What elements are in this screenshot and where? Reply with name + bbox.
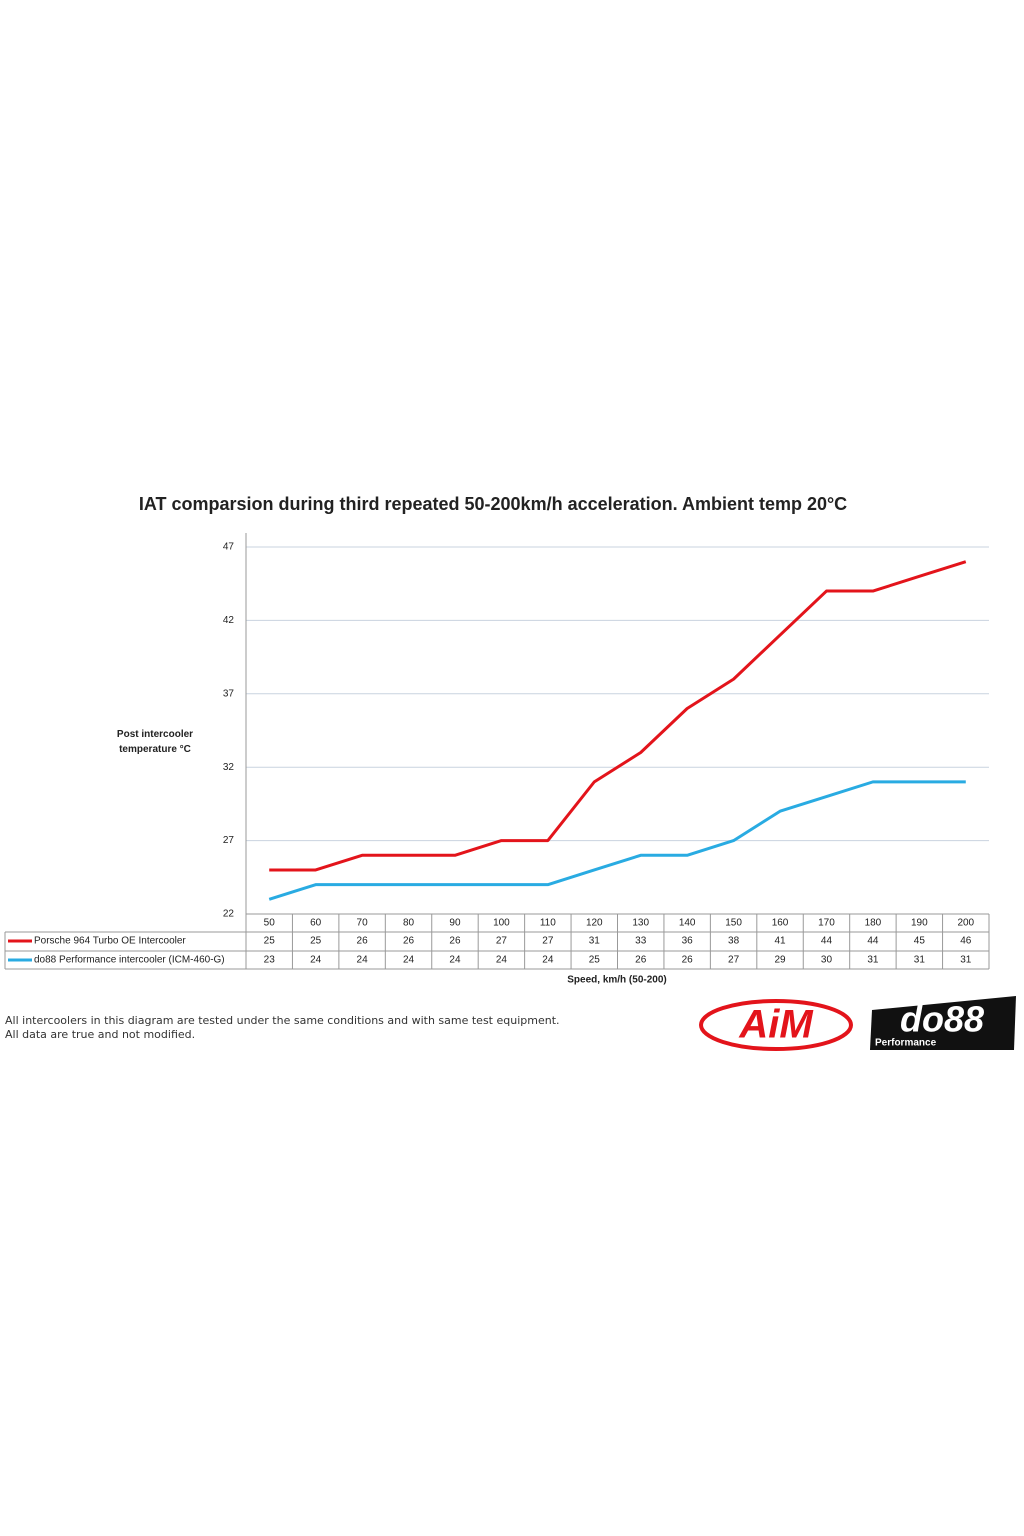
x-tick-label: 70 [357, 918, 369, 929]
x-tick-label: 90 [449, 918, 461, 929]
do88-logo: do88 Performance [870, 996, 1016, 1050]
table-value: 26 [357, 936, 369, 947]
x-tick-label: 200 [957, 918, 974, 929]
x-axis-label: Speed, km/h (50-200) [567, 975, 666, 986]
footer-note: All intercoolers in this diagram are tes… [5, 1014, 560, 1027]
table-value: 31 [589, 936, 601, 947]
legend-label: do88 Performance intercooler (ICM-460-G) [34, 955, 225, 966]
table-value: 24 [310, 955, 322, 966]
table-value: 25 [310, 936, 322, 947]
table-value: 31 [914, 955, 926, 966]
x-tick-label: 140 [679, 918, 696, 929]
table-value: 25 [264, 936, 276, 947]
x-tick-label: 150 [725, 918, 742, 929]
chart-title: IAT comparsion during third repeated 50-… [139, 494, 847, 514]
x-tick-label: 80 [403, 918, 415, 929]
table-value: 31 [867, 955, 879, 966]
y-tick-label: 27 [223, 835, 235, 846]
footer-note: All data are true and not modified. [5, 1028, 196, 1041]
table-value: 30 [821, 955, 833, 966]
table-value: 33 [635, 936, 647, 947]
table-value: 44 [821, 936, 833, 947]
x-tick-label: 120 [586, 918, 603, 929]
table-value: 24 [357, 955, 369, 966]
y-tick-label: 47 [223, 542, 235, 553]
table-value: 24 [542, 955, 554, 966]
x-tick-label: 50 [264, 918, 276, 929]
y-tick-label: 32 [223, 762, 235, 773]
table-value: 44 [867, 936, 879, 947]
x-tick-label: 60 [310, 918, 322, 929]
table-value: 36 [682, 936, 694, 947]
table-value: 27 [496, 936, 508, 947]
table-value: 29 [774, 955, 786, 966]
table-value: 24 [496, 955, 508, 966]
y-axis-label: Post intercooler temperature °C [116, 729, 194, 755]
logo-text: do88 [900, 999, 984, 1040]
table-value: 25 [589, 955, 601, 966]
x-tick-label: 160 [772, 918, 789, 929]
table-value: 23 [264, 955, 276, 966]
table-value: 27 [728, 955, 740, 966]
table-value: 45 [914, 936, 926, 947]
x-tick-label: 190 [911, 918, 928, 929]
aim-logo: AiM [699, 999, 853, 1051]
logo-bg [870, 996, 1016, 1050]
x-tick-label: 100 [493, 918, 510, 929]
y-tick-label: 22 [223, 909, 235, 920]
table-value: 26 [449, 936, 461, 947]
table-value: 26 [403, 936, 415, 947]
x-tick-label: 170 [818, 918, 835, 929]
y-tick-label: 42 [223, 615, 235, 626]
logo-text: AiM [738, 1003, 814, 1047]
table-value: 41 [774, 936, 786, 947]
table-value: 27 [542, 936, 554, 947]
y-tick-label: 37 [223, 688, 235, 699]
series-line [269, 560, 967, 872]
logo-subtext: Performance [875, 1038, 937, 1049]
table-value: 31 [960, 955, 972, 966]
x-tick-label: 180 [865, 918, 882, 929]
table-value: 46 [960, 936, 972, 947]
table-value: 26 [682, 955, 694, 966]
legend-label: Porsche 964 Turbo OE Intercooler [34, 936, 186, 947]
logo-ring [699, 999, 853, 1051]
table-value: 24 [403, 955, 415, 966]
series-line [268, 780, 966, 901]
table-value: 38 [728, 936, 740, 947]
x-tick-label: 130 [632, 918, 649, 929]
table-value: 26 [635, 955, 647, 966]
x-tick-label: 110 [540, 918, 556, 929]
table-value: 24 [449, 955, 461, 966]
